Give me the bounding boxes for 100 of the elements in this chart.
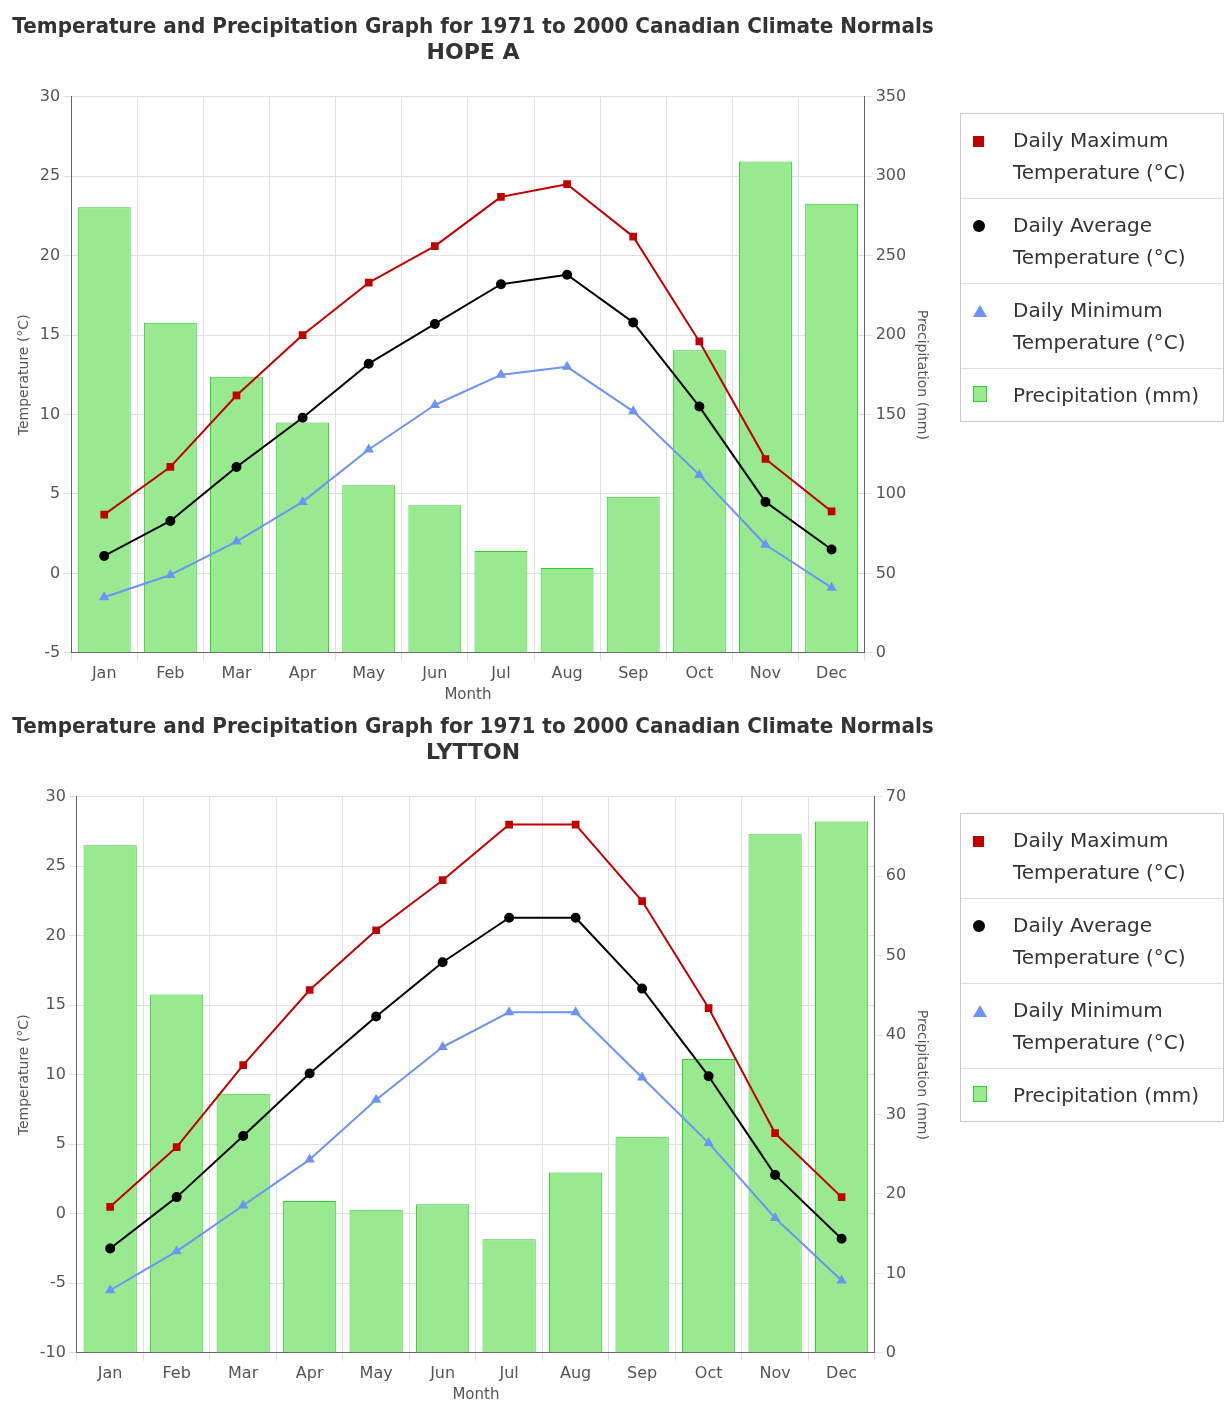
y-tick-label: 20	[39, 244, 61, 264]
point	[704, 1004, 713, 1012]
point	[298, 331, 307, 339]
point	[505, 820, 513, 829]
x-tick-label: May	[352, 662, 386, 682]
point	[704, 1137, 714, 1146]
x-tick-label: Apr	[288, 662, 317, 682]
y-tick-label: -5	[49, 1272, 66, 1292]
y-axis-title: Temperature (°C)	[15, 314, 32, 437]
x-tick-label: Oct	[685, 662, 714, 682]
x-tick-label: Feb	[162, 1362, 191, 1382]
point	[431, 242, 439, 250]
point	[497, 193, 505, 201]
point	[372, 926, 380, 935]
x-tick-label: May	[359, 1362, 393, 1382]
point	[304, 1068, 315, 1079]
point	[363, 358, 374, 369]
y-tick-label: 20	[45, 924, 66, 944]
y2-tick-label: 70	[885, 785, 907, 805]
point	[231, 461, 242, 472]
point	[305, 1154, 315, 1163]
point	[504, 912, 515, 923]
point	[371, 1011, 382, 1022]
y2-tick-label: 0	[885, 1341, 897, 1361]
point	[371, 1094, 381, 1103]
point	[629, 232, 638, 241]
point	[99, 550, 110, 561]
y-tick-label: 10	[45, 1063, 66, 1083]
x-tick-label: Nov	[759, 1362, 791, 1382]
y2-tick-label: 350	[875, 85, 907, 105]
y2-tick-label: 50	[875, 562, 897, 582]
legend-label: Precipitation (mm)	[1013, 1082, 1199, 1109]
y-tick-label: 0	[49, 562, 61, 582]
y2-tick-label: 60	[885, 865, 907, 885]
point	[694, 469, 704, 478]
y2-tick-label: 100	[875, 483, 907, 503]
point	[429, 318, 440, 329]
x-tick-label: Dec	[816, 662, 848, 682]
y-tick-label: -5	[44, 641, 61, 661]
point	[430, 399, 440, 408]
x-tick-label: Aug	[560, 1362, 592, 1382]
point	[836, 1233, 847, 1244]
point	[166, 463, 175, 471]
y-tick-label: 30	[45, 785, 66, 805]
y-axis-title: Temperature (°C)	[15, 1014, 32, 1137]
point	[298, 496, 308, 505]
point	[165, 569, 175, 578]
point	[703, 1071, 714, 1082]
x-tick-label: Aug	[551, 662, 583, 682]
y-tick-label: 5	[55, 1133, 66, 1153]
point	[770, 1212, 780, 1221]
legend-label: Daily Minimum Temperature (°C)	[1013, 297, 1187, 356]
y-tick-label: 5	[49, 483, 61, 503]
y2-axis-title: Precipitation (mm)	[914, 1009, 931, 1140]
point	[562, 269, 573, 280]
legend-label: Daily Average Temperature (°C)	[1013, 912, 1187, 971]
y2-tick-label: 20	[885, 1183, 907, 1203]
point	[305, 986, 314, 994]
chart-title: Temperature and Precipitation Graph for 1971 to 2000 Canadian Climate Normals	[12, 12, 934, 39]
point	[495, 279, 506, 290]
point	[628, 317, 639, 328]
point	[364, 278, 373, 287]
y-tick-label: -10	[39, 1341, 66, 1361]
y-tick-label: 30	[39, 85, 61, 105]
point	[496, 369, 506, 378]
point	[239, 1061, 247, 1069]
point	[172, 1246, 182, 1255]
point	[827, 582, 837, 591]
point	[837, 1275, 847, 1284]
x-tick-label: Jun	[421, 662, 448, 682]
point	[637, 983, 648, 994]
chart-subtitle: HOPE A	[426, 39, 520, 65]
point	[504, 1007, 514, 1016]
y2-tick-label: 0	[875, 641, 886, 661]
point	[760, 496, 771, 507]
point	[438, 1042, 448, 1050]
y2-axis-title: Precipitation (mm)	[914, 309, 931, 440]
legend-label: Daily Average Temperature (°C)	[1013, 212, 1187, 271]
point	[297, 412, 308, 423]
x-tick-label: Jul	[498, 1362, 519, 1382]
x-tick-label: Jan	[90, 662, 117, 682]
x-tick-label: Jul	[490, 662, 511, 682]
point	[563, 180, 571, 188]
y-tick-label: 25	[45, 855, 66, 875]
point	[761, 539, 770, 548]
legend-label: Daily Maximum Temperature (°C)	[1013, 127, 1187, 186]
legend-label: Daily Minimum Temperature (°C)	[1013, 997, 1187, 1056]
point	[771, 1129, 779, 1138]
y-tick-label: 0	[55, 1202, 66, 1222]
x-tick-label: Sep	[618, 662, 649, 682]
x-tick-label: Sep	[627, 1362, 658, 1382]
point	[638, 897, 646, 905]
point	[826, 544, 837, 555]
point	[562, 361, 572, 370]
point	[570, 912, 581, 923]
point	[770, 1169, 781, 1180]
y2-tick-label: 250	[875, 244, 907, 264]
x-tick-label: Nov	[749, 662, 782, 682]
x-tick-label: Jan	[96, 1362, 123, 1382]
point	[637, 1072, 647, 1081]
